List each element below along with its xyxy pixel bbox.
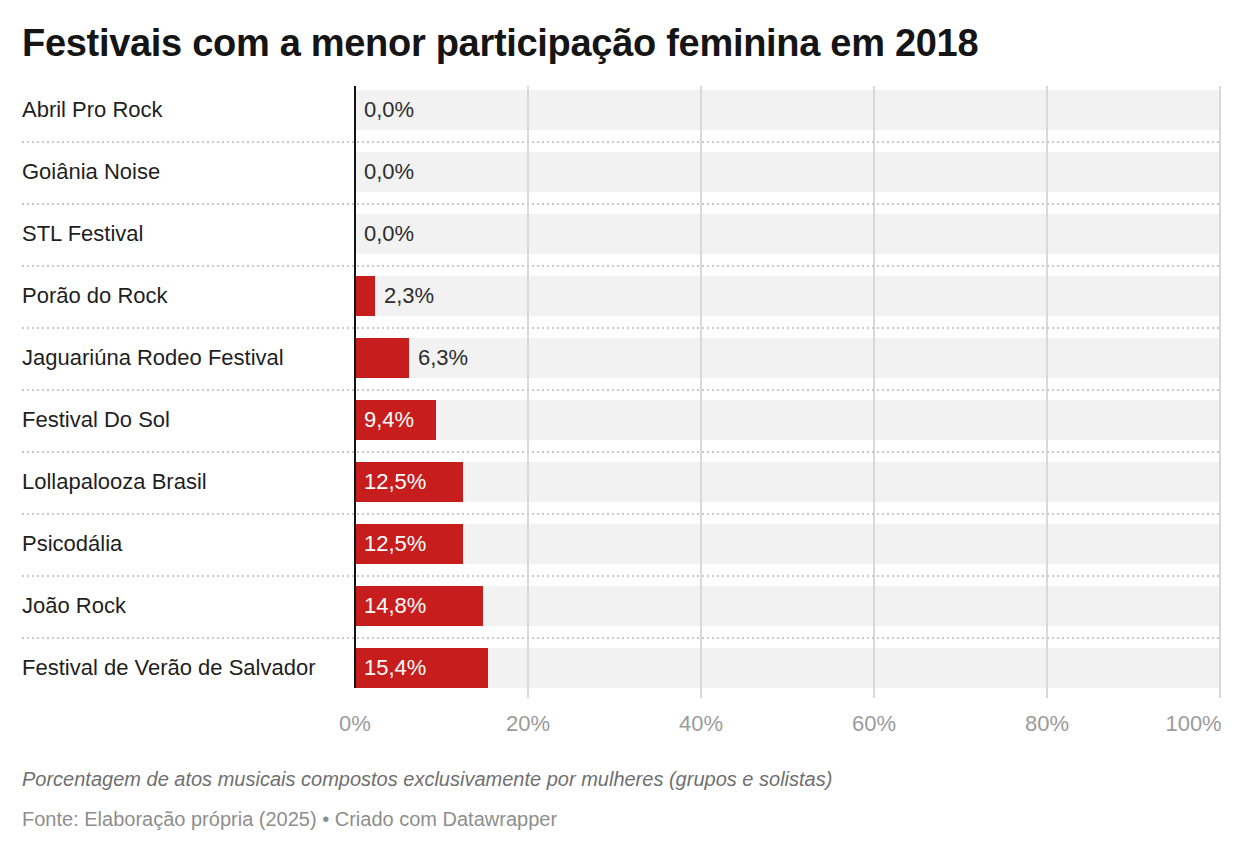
- row-strip: [355, 214, 1220, 254]
- row-strip: [355, 524, 1220, 564]
- row-category-label: STL Festival: [22, 214, 352, 254]
- row-category-label: Abril Pro Rock: [22, 90, 352, 130]
- bar-value-label: 12,5%: [364, 524, 426, 564]
- vertical-gridline: [873, 86, 875, 698]
- row-separator: [22, 265, 1219, 267]
- row-strip: [355, 462, 1220, 502]
- bar: [355, 338, 409, 378]
- chart-title: Festivais com a menor participação femin…: [22, 20, 978, 66]
- row-separator: [22, 637, 1219, 639]
- vertical-gridline: [527, 86, 529, 698]
- bar-value-label: 6,3%: [418, 338, 468, 378]
- row-category-label: Festival de Verão de Salvador: [22, 648, 352, 688]
- row-category-label: João Rock: [22, 586, 352, 626]
- row-separator: [22, 451, 1219, 453]
- x-tick-label: 80%: [1025, 710, 1069, 738]
- bar-value-label: 15,4%: [364, 648, 426, 688]
- row-separator: [22, 513, 1219, 515]
- chart-description: Porcentagem de atos musicais compostos e…: [22, 766, 832, 792]
- x-tick-label: 20%: [506, 710, 550, 738]
- bar-value-label: 2,3%: [384, 276, 434, 316]
- x-tick-label: 40%: [679, 710, 723, 738]
- row-category-label: Goiânia Noise: [22, 152, 352, 192]
- row-separator: [22, 389, 1219, 391]
- datawrapper-bar-chart: Festivais com a menor participação femin…: [0, 0, 1240, 848]
- row-separator: [22, 575, 1219, 577]
- row-category-label: Lollapalooza Brasil: [22, 462, 352, 502]
- x-tick-label: 60%: [852, 710, 896, 738]
- row-category-label: Festival Do Sol: [22, 400, 352, 440]
- row-category-label: Jaguariúna Rodeo Festival: [22, 338, 352, 378]
- bar: [355, 276, 375, 316]
- bar-value-label: 14,8%: [364, 586, 426, 626]
- row-category-label: Psicodália: [22, 524, 352, 564]
- x-tick-label: 100%: [1165, 710, 1221, 738]
- row-strip: [355, 400, 1220, 440]
- row-strip: [355, 276, 1220, 316]
- chart-source-line: Fonte: Elaboração própria (2025) • Criad…: [22, 806, 557, 832]
- bar-value-label: 0,0%: [364, 152, 414, 192]
- row-strip: [355, 152, 1220, 192]
- row-separator: [22, 141, 1219, 143]
- x-tick-label: 0%: [339, 710, 371, 738]
- row-strip: [355, 90, 1220, 130]
- vertical-gridline: [700, 86, 702, 698]
- row-strip: [355, 338, 1220, 378]
- bar-value-label: 0,0%: [364, 214, 414, 254]
- row-separator: [22, 327, 1219, 329]
- x-axis-zero-line: [354, 86, 356, 688]
- bar-value-label: 12,5%: [364, 462, 426, 502]
- vertical-gridline: [1219, 86, 1221, 698]
- bar-value-label: 9,4%: [364, 400, 414, 440]
- row-separator: [22, 203, 1219, 205]
- row-strip: [355, 586, 1220, 626]
- bar-value-label: 0,0%: [364, 90, 414, 130]
- row-category-label: Porão do Rock: [22, 276, 352, 316]
- vertical-gridline: [1046, 86, 1048, 698]
